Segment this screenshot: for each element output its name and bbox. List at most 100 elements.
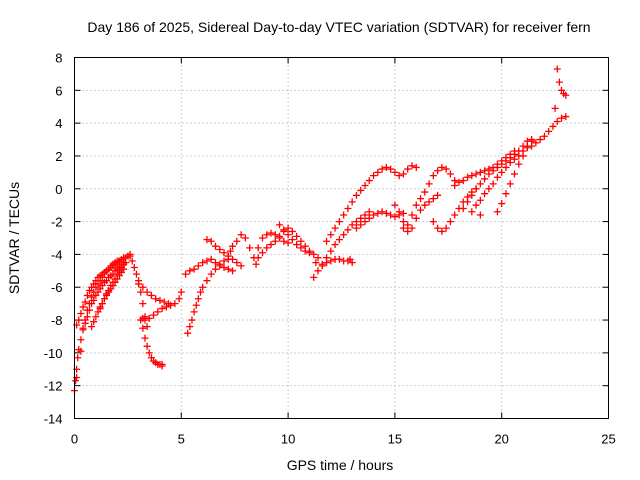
series-track-b-rise — [73, 257, 125, 329]
series-track-u-wave — [391, 191, 442, 235]
data-point — [434, 191, 442, 199]
x-tick-label: 20 — [494, 432, 508, 447]
data-point — [323, 237, 331, 245]
data-point — [335, 218, 343, 226]
data-point — [83, 313, 91, 321]
data-point — [229, 242, 237, 250]
data-point — [314, 254, 322, 262]
data-point — [141, 334, 149, 342]
data-point — [233, 259, 241, 267]
data-point — [434, 224, 442, 232]
data-point — [331, 241, 339, 249]
data-point — [391, 168, 399, 176]
data-point — [506, 159, 514, 167]
data-point — [335, 255, 343, 263]
data-point — [252, 260, 260, 268]
data-point — [395, 172, 403, 180]
data-point — [493, 208, 501, 216]
data-point — [481, 175, 489, 183]
data-point — [532, 139, 540, 147]
series-track-o-cluster — [276, 221, 322, 262]
data-point — [481, 190, 489, 198]
data-point — [446, 170, 454, 178]
data-point — [203, 277, 211, 285]
data-point — [199, 283, 207, 291]
series-track-i-bump — [135, 277, 172, 308]
data-point — [143, 342, 151, 350]
data-point — [276, 232, 284, 240]
data-point — [100, 295, 108, 303]
data-point — [267, 229, 275, 237]
data-point — [558, 114, 566, 122]
data-point — [417, 195, 425, 203]
data-point — [284, 224, 292, 232]
data-point — [92, 313, 100, 321]
data-point — [164, 300, 172, 308]
data-point — [523, 144, 531, 152]
data-point — [489, 167, 497, 175]
data-point — [271, 237, 279, 245]
data-point — [540, 132, 548, 140]
data-point — [77, 336, 85, 344]
data-point — [434, 167, 442, 175]
data-point — [323, 254, 331, 262]
data-point — [258, 249, 266, 257]
y-tick-label: -6 — [51, 280, 63, 295]
data-point — [175, 295, 183, 303]
data-point — [485, 170, 493, 178]
data-point — [476, 168, 484, 176]
data-point — [429, 195, 437, 203]
data-point — [211, 259, 219, 267]
data-point — [216, 245, 224, 253]
data-point — [344, 204, 352, 212]
data-point — [553, 117, 561, 125]
data-point — [562, 91, 570, 99]
data-point — [399, 218, 407, 226]
series-track-aa-arc — [493, 136, 536, 216]
data-point — [128, 257, 136, 265]
data-point — [156, 296, 164, 304]
data-point — [370, 211, 378, 219]
data-point — [468, 172, 476, 180]
data-point — [211, 265, 219, 273]
x-tick-label: 0 — [71, 432, 78, 447]
y-tick-label: 4 — [55, 116, 62, 131]
data-point — [361, 218, 369, 226]
data-point — [147, 291, 155, 299]
data-point — [485, 185, 493, 193]
data-point — [297, 244, 305, 252]
data-point — [233, 237, 241, 245]
data-point — [177, 288, 185, 296]
series-track-h-mid — [139, 288, 185, 324]
series-track-l-hump — [203, 236, 245, 270]
data-point — [481, 167, 489, 175]
data-point — [254, 244, 262, 252]
data-point — [365, 208, 373, 216]
data-point — [130, 264, 138, 272]
data-point — [352, 218, 360, 226]
data-point — [476, 196, 484, 204]
data-point — [288, 236, 296, 244]
data-point — [237, 262, 245, 270]
data-point — [158, 360, 166, 368]
x-axis-label: GPS time / hours — [287, 457, 394, 473]
data-point — [207, 270, 215, 278]
data-point — [459, 177, 467, 185]
y-tick-label: -2 — [51, 215, 63, 230]
data-point — [468, 208, 476, 216]
data-point — [190, 308, 198, 316]
data-point — [310, 273, 318, 281]
data-point — [451, 211, 459, 219]
data-point — [511, 155, 519, 163]
data-point — [502, 190, 510, 198]
data-point — [98, 300, 106, 308]
data-point — [399, 209, 407, 217]
data-point — [280, 226, 288, 234]
series-track-p-low — [310, 255, 356, 281]
data-point — [81, 298, 89, 306]
data-point — [327, 257, 335, 265]
data-point — [464, 198, 472, 206]
data-points — [71, 65, 570, 395]
data-point — [284, 239, 292, 247]
